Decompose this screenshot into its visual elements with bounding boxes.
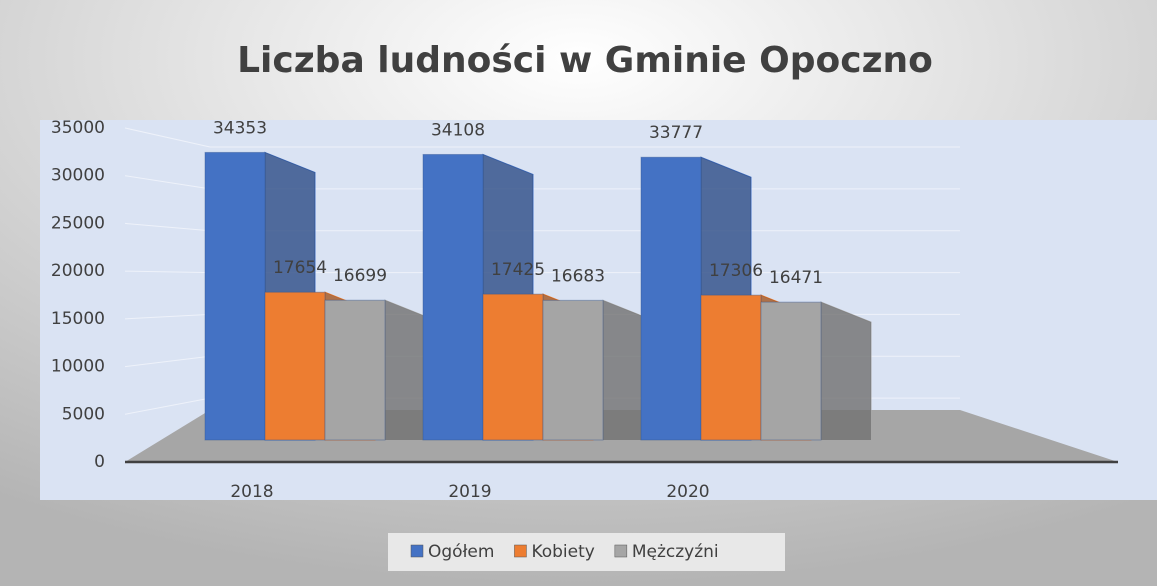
bar <box>422 153 484 441</box>
bar <box>760 301 822 441</box>
value-label: 16683 <box>551 266 605 286</box>
value-label: 17654 <box>273 258 327 278</box>
value-label: 16471 <box>769 268 823 288</box>
y-tick-label: 35000 <box>51 118 105 138</box>
legend: Ogółem Kobiety Mężczyźni <box>410 542 719 562</box>
legend-box <box>388 533 785 571</box>
legend-label: Ogółem <box>428 542 494 562</box>
grid-line <box>124 222 211 232</box>
bar <box>482 293 544 441</box>
value-label: 16699 <box>333 266 387 286</box>
bar <box>324 299 386 441</box>
x-tick-label: 2018 <box>230 482 273 502</box>
bar-side-shade <box>821 302 871 440</box>
y-tick-label: 0 <box>94 452 105 472</box>
y-tick-label: 25000 <box>51 213 105 233</box>
legend-label: Mężczyźni <box>632 542 719 562</box>
grid-line <box>124 270 211 274</box>
bar <box>204 151 266 441</box>
bar <box>542 299 604 441</box>
grid-line <box>124 397 211 415</box>
bar <box>700 294 762 441</box>
value-label: 33777 <box>649 123 703 143</box>
legend-swatch <box>614 544 628 558</box>
x-tick-label: 2020 <box>666 482 709 502</box>
grid-line <box>124 127 211 148</box>
legend-label: Kobiety <box>531 542 594 562</box>
grid-line <box>124 175 211 190</box>
grid-line <box>124 313 211 320</box>
x-tick-label: 2019 <box>448 482 491 502</box>
value-label: 34353 <box>213 118 267 138</box>
y-tick-label: 10000 <box>51 357 105 377</box>
chart-title: Liczba ludności w Gminie Opoczno <box>237 40 933 81</box>
grid-line <box>124 355 211 368</box>
y-tick-label: 15000 <box>51 309 105 329</box>
legend-swatch <box>410 544 424 558</box>
bar <box>264 291 326 441</box>
legend-swatch <box>514 544 527 558</box>
value-label: 17425 <box>491 260 545 280</box>
bar-side-shade <box>385 300 435 440</box>
value-label: 17306 <box>709 261 763 281</box>
bar <box>640 156 702 441</box>
value-label: 34108 <box>431 120 485 140</box>
bar-side-shade <box>603 300 653 440</box>
y-tick-label: 30000 <box>51 166 105 186</box>
y-tick-label: 20000 <box>51 261 105 281</box>
y-tick-label: 5000 <box>62 404 105 424</box>
